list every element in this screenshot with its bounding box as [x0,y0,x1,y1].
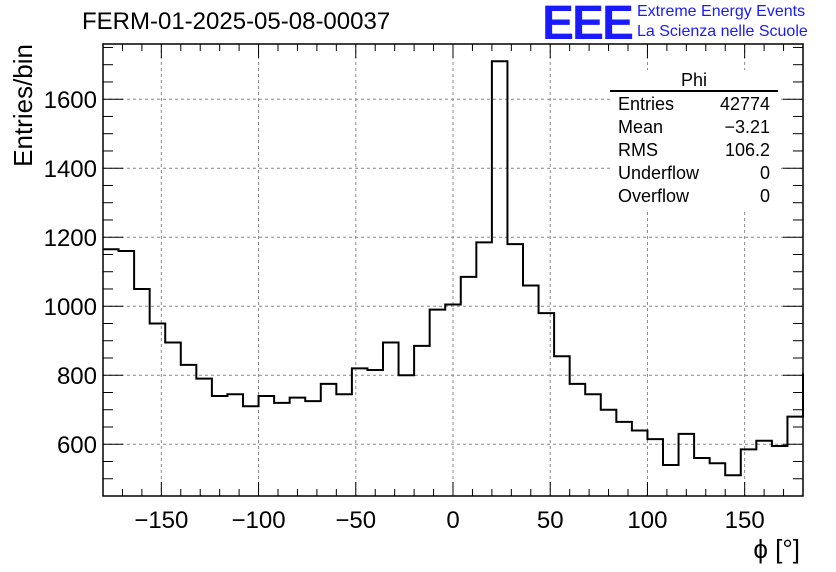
plot-frame [102,43,804,497]
x-axis-label: ϕ [°] [753,534,800,564]
x-tick-label: 150 [725,507,765,534]
y-axis-label: Entries/bin [8,44,38,167]
y-tick-label: 1000 [44,294,97,321]
stats-value: −3.21 [724,117,770,137]
stats-value: 0 [760,163,770,183]
y-tick-label: 800 [57,363,97,390]
stats-value: 42774 [720,94,770,114]
logo-line-2: La Scienza nelle Scuole [637,23,808,40]
stats-value: 0 [760,186,770,206]
histogram-outline [103,60,804,477]
stats-label: Overflow [618,186,690,206]
stats-label: Underflow [618,163,700,183]
stats-label: Mean [618,117,663,137]
stats-label: RMS [618,140,658,160]
x-tick-label: −50 [335,507,376,534]
logo-line-1: Extreme Energy Events [637,3,806,20]
stats-title: Phi [681,70,707,90]
y-tick-label: 1600 [44,87,97,114]
eee-logo: EEE [542,0,634,50]
x-tick-label: 100 [627,507,667,534]
y-tick-label: 1400 [44,156,97,183]
x-tick-label: −150 [134,507,188,534]
x-tick-label: 50 [537,507,564,534]
x-tick-label: 0 [446,507,459,534]
chart-title: FERM-01-2025-05-08-00037 [82,8,391,35]
y-tick-label: 600 [57,432,97,459]
x-tick-label: −100 [232,507,286,534]
stats-value: 106.2 [725,140,770,160]
stats-label: Entries [618,94,674,114]
stats-box [610,70,778,210]
eee-logo-caption: Extreme Energy Events La Scienza nelle S… [637,2,808,42]
y-tick-label: 1200 [44,225,97,252]
